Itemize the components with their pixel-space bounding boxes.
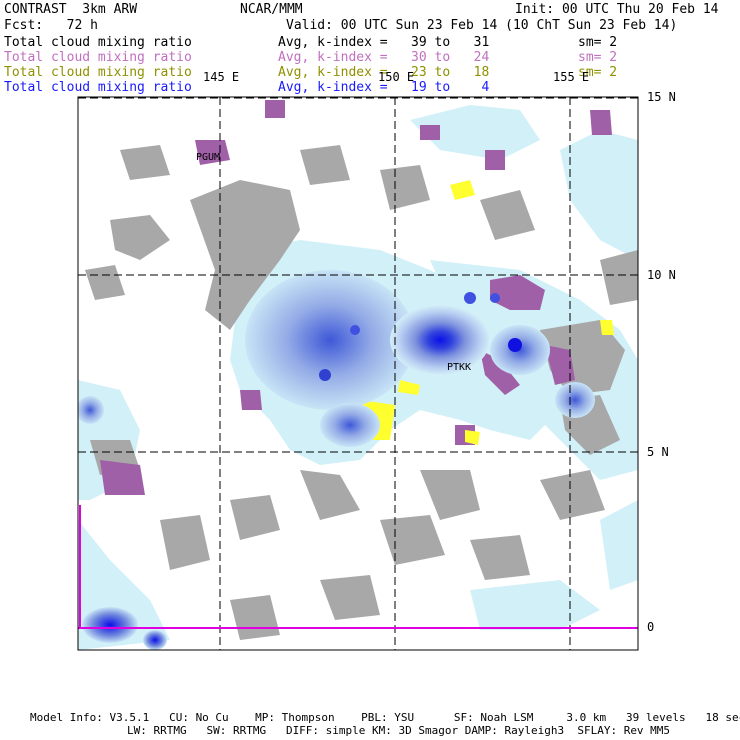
- cloud-gray-streaks: [85, 145, 638, 640]
- lon-label-145: 145 E: [203, 70, 240, 84]
- station-pgum: PGUM: [196, 152, 221, 163]
- lon-label-150: 150 E: [378, 70, 415, 84]
- legend-label-1: Total cloud mixing ratio: [4, 35, 192, 50]
- legend-sm-1: sm= 2: [578, 35, 618, 50]
- forecast-map: [77, 96, 639, 651]
- cloud-cluster-equator-2: [143, 630, 167, 650]
- legend-sm-3: sm= 2: [578, 65, 618, 80]
- legend-label-2: Total cloud mixing ratio: [4, 50, 192, 65]
- cloud-cell-4: [319, 369, 331, 381]
- lat-label-5n: 5 N: [647, 445, 669, 459]
- cloud-cluster-core: [390, 305, 490, 375]
- legend-label-4: Total cloud mixing ratio: [4, 80, 192, 95]
- init-time: Init: 00 UTC Thu 20 Feb 14: [515, 2, 719, 17]
- cloud-cluster-west-edge: [78, 396, 104, 424]
- lat-label-15n: 15 N: [647, 90, 676, 104]
- cloud-cell-1: [508, 338, 522, 352]
- lat-lon-grid: [78, 97, 638, 650]
- cloud-purple-areas: [100, 100, 612, 495]
- legend-label-3: Total cloud mixing ratio: [4, 65, 192, 80]
- map-frame: [77, 96, 639, 651]
- model-title: CONTRAST 3km ARW: [4, 2, 138, 17]
- cloud-cell-5: [464, 292, 476, 304]
- legend-range-2: Avg, k-index = 30 to 24: [278, 50, 490, 65]
- cloud-cell-2: [490, 293, 500, 303]
- cloud-cluster-far-east: [555, 382, 595, 418]
- cloud-cluster-east: [490, 325, 550, 375]
- cloud-cluster-equator: [82, 607, 138, 643]
- model-info-line-2: LW: RRTMG SW: RRTMG DIFF: simple KM: 3D …: [127, 724, 671, 737]
- cloud-cluster-south: [320, 403, 380, 447]
- lon-label-155: 155 E: [553, 70, 590, 84]
- cloud-cluster-west: [245, 270, 415, 410]
- lat-label-10n: 10 N: [647, 268, 676, 282]
- legend-range-3: Avg, k-index = 23 to 18: [278, 65, 490, 80]
- forecast-hour: Fcst: 72 h: [4, 18, 98, 33]
- center-label: NCAR/MMM: [240, 2, 303, 17]
- legend-range-1: Avg, k-index = 39 to 31: [278, 35, 490, 50]
- station-ptkk: PTKK: [447, 362, 472, 373]
- map-fields: [78, 100, 638, 650]
- valid-time: Valid: 00 UTC Sun 23 Feb 14 (10 ChT Sun …: [286, 18, 678, 33]
- cloud-cell-3: [350, 325, 360, 335]
- model-info-line-1: Model Info: V3.5.1 CU: No Cu MP: Thompso…: [30, 711, 740, 724]
- lat-label-equator: 0: [647, 620, 655, 634]
- legend-range-4: Avg, k-index = 19 to 4: [278, 80, 490, 95]
- legend-sm-2: sm= 2: [578, 50, 618, 65]
